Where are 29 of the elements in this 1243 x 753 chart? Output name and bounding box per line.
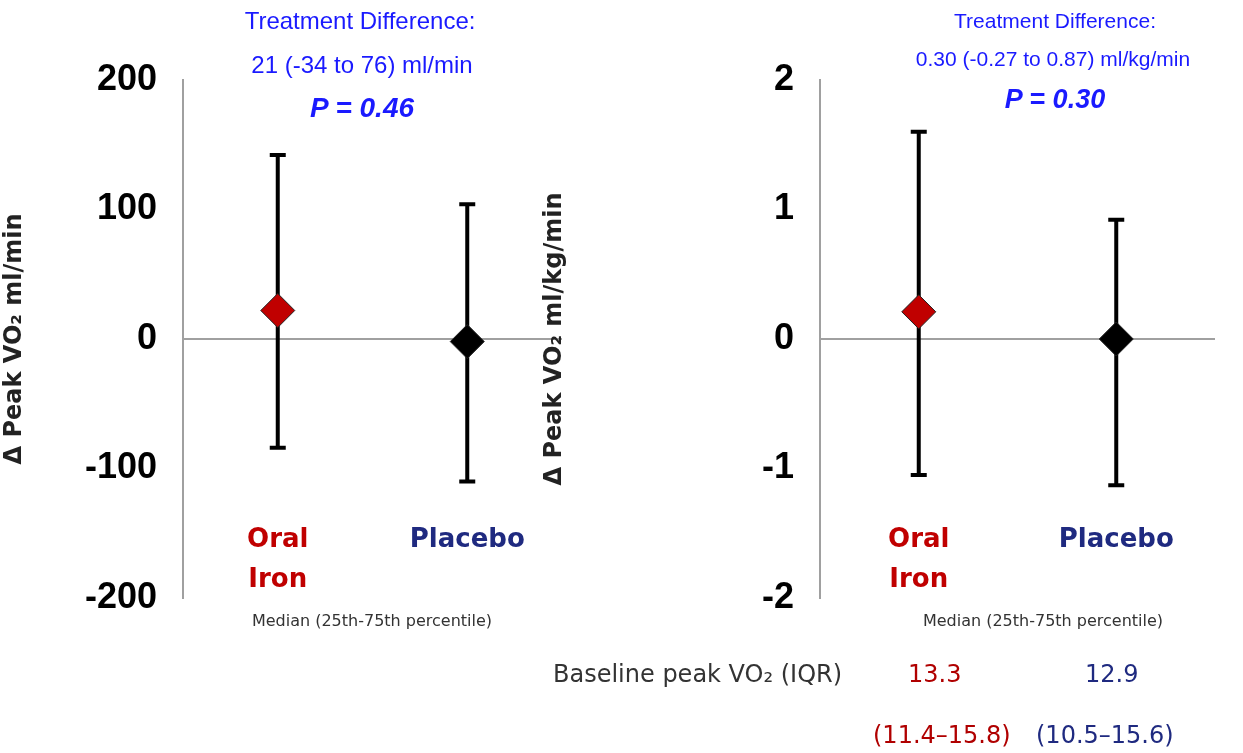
annotation: P = 0.46	[309, 91, 415, 123]
y-tick-label: 200	[96, 56, 157, 98]
text: 13.3	[908, 660, 962, 689]
y-tick-label: 100	[96, 186, 157, 228]
text: Median (25th-75th percentile)	[251, 611, 493, 631]
y-tick-label: -200	[84, 574, 157, 616]
text: (11.4–15.8)	[873, 721, 1011, 750]
text: 21 (-34 to 76) ml/min	[251, 50, 473, 78]
text: Median (25th-75th percentile)	[922, 611, 1164, 631]
y-tick-label: -1	[761, 445, 794, 487]
y-axis-title: Δ Peak VO₂ ml/min	[0, 213, 27, 465]
text: 12.9	[1085, 660, 1139, 689]
x-tick-label: Oral Iron	[247, 522, 309, 593]
annotation: P = 0.30	[1004, 84, 1106, 115]
x-tick-label: Oral Iron	[888, 522, 950, 593]
text: 0.30 (-0.27 to 0.87) ml/kg/min	[915, 46, 1191, 70]
y-tick-label: 1	[773, 186, 794, 228]
y-tick-label: 0	[136, 315, 157, 357]
text: Baseline peak VO₂ (IQR)	[553, 660, 843, 689]
y-tick-label: -100	[84, 445, 157, 487]
text: Treatment Difference:	[244, 6, 476, 34]
text: Treatment Difference:	[954, 8, 1156, 32]
y-tick-label: 2	[773, 56, 794, 98]
y-tick-label: 0	[773, 315, 794, 357]
y-tick-label: -2	[761, 574, 794, 616]
x-tick-label: Placebo	[1058, 522, 1174, 553]
y-axis-title: Δ Peak VO₂ ml/kg/min	[538, 192, 567, 486]
x-tick-label: Placebo	[409, 522, 525, 553]
text: (10.5–15.6)	[1036, 721, 1174, 750]
